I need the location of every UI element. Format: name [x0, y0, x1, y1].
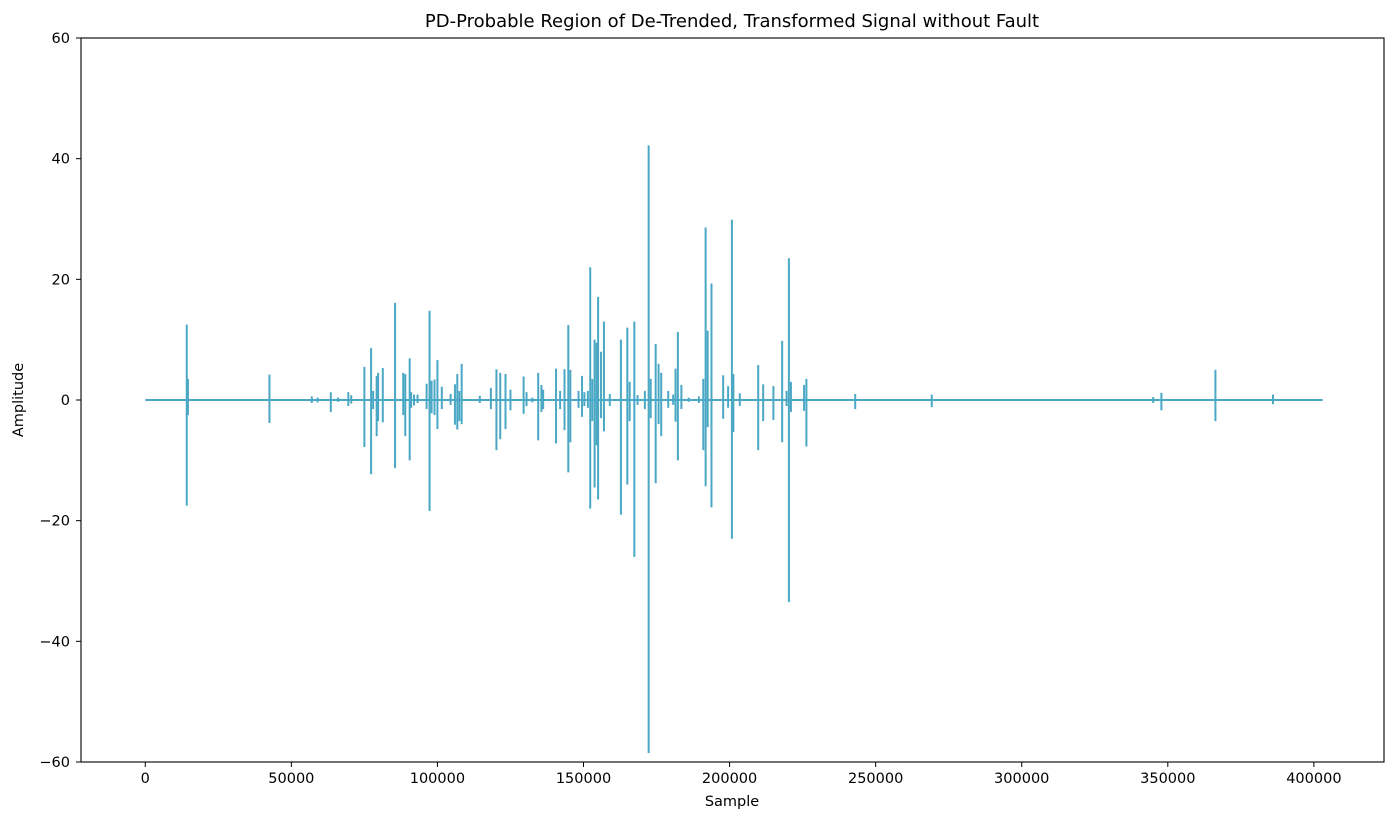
- chart-title: PD-Probable Region of De-Trended, Transf…: [425, 11, 1039, 32]
- plot-frame: [80, 37, 1385, 763]
- y-tick-label: −60: [39, 755, 70, 771]
- x-tick-label: 50000: [268, 771, 314, 787]
- x-tick-label: 350000: [1140, 771, 1195, 787]
- y-axis-label: Amplitude: [11, 363, 27, 437]
- y-tick-label: 60: [52, 31, 70, 47]
- x-tick-label: 200000: [702, 771, 757, 787]
- plot-area: [145, 145, 1323, 753]
- x-tick-label: 0: [141, 771, 150, 787]
- axis-ticks: 0 50000 100000 150000 200000 250000 300000 3500…: [39, 31, 1341, 787]
- x-tick-label: 150000: [556, 771, 611, 787]
- y-tick-label: −20: [39, 514, 70, 530]
- y-tick-label: −40: [39, 634, 70, 650]
- y-tick-label: 0: [61, 393, 70, 409]
- x-tick-label: 100000: [410, 771, 465, 787]
- x-tick-label: 250000: [848, 771, 903, 787]
- x-axis-label: Sample: [705, 794, 759, 810]
- y-tick-label: 40: [52, 152, 70, 168]
- x-tick-label: 300000: [994, 771, 1049, 787]
- y-tick-label: 20: [52, 272, 70, 288]
- x-tick-label: 400000: [1286, 771, 1341, 787]
